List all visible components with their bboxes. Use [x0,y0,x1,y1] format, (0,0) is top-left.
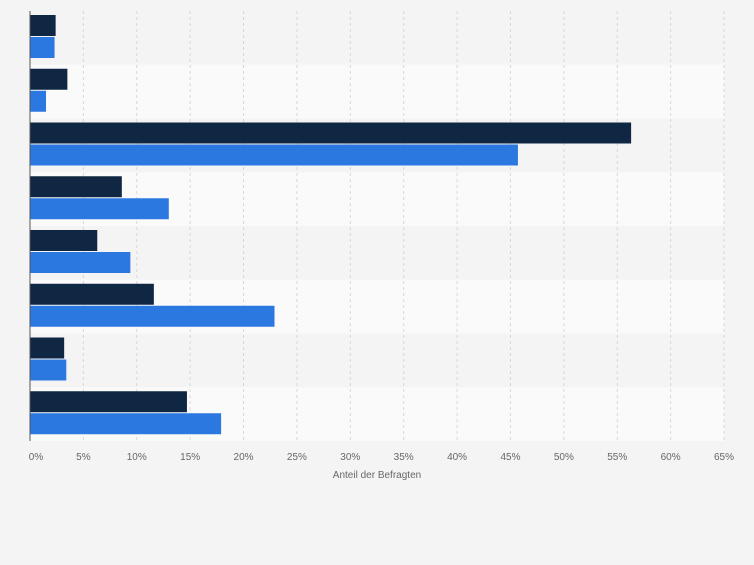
row-bands [30,11,724,441]
bar-series-2 [30,144,518,166]
bar-series-2 [30,198,169,220]
bar-series-1 [30,15,56,36]
bar-series-1 [30,122,632,144]
x-tick-label: 0% [29,452,44,463]
bars [30,15,632,435]
bar-series-2 [30,305,275,327]
row-band [30,11,724,65]
bar-series-1 [30,230,98,251]
bar-series-2 [30,359,67,381]
bar-series-1 [30,283,154,305]
bar-series-1 [30,391,187,413]
bar-series-2 [30,413,222,435]
x-tick-label: 65% [714,452,734,463]
x-tick-label: 30% [340,452,360,463]
x-tick-label: 45% [500,452,520,463]
row-band [30,226,724,280]
x-tick-label: 20% [234,452,254,463]
x-tick-label: 15% [180,452,200,463]
x-tick-label: 60% [661,452,681,463]
bar-series-1 [30,176,122,198]
x-tick-label: 55% [607,452,627,463]
x-tick-label: 25% [287,452,307,463]
x-tick-label: 5% [76,452,91,463]
x-tick-label: 50% [554,452,574,463]
x-tick-labels: 0% 5% 10% 15% 20% 25% 30% 35% 40% 45% 50% 55% 60% 65% [29,452,734,463]
bar-series-2 [30,90,47,112]
x-axis-label: Anteil der Befragten [333,470,421,481]
bar-series-2 [30,252,131,273]
x-tick-label: 10% [127,452,147,463]
row-band [30,64,724,119]
bar-series-1 [30,337,65,359]
bar-series-1 [30,68,68,90]
x-tick-label: 40% [447,452,467,463]
x-tick-label: 35% [394,452,414,463]
bar-series-2 [30,37,55,58]
row-band [30,333,724,388]
